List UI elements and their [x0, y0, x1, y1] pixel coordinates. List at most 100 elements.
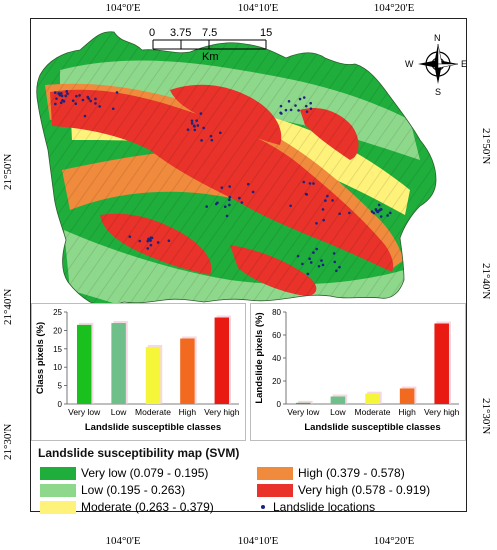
landslide-point — [190, 119, 194, 123]
legend-item-very-high: Very high (0.578 - 0.919) — [257, 483, 430, 497]
landslide-pixels-chart: 0 20 40 60 80 Very low Low Moderate High Very hig… — [254, 308, 460, 433]
landslide-point — [302, 180, 306, 184]
landslide-point — [53, 91, 57, 94]
landslide-point — [348, 211, 351, 215]
landslide-point — [138, 239, 142, 243]
landslide-point — [279, 104, 283, 108]
landslide-point — [240, 201, 244, 204]
bar-very-high — [214, 317, 230, 404]
landslide-point — [200, 139, 203, 142]
landslide-point — [94, 97, 97, 101]
legend-label-very-high: Very high (0.578 - 0.919) — [298, 483, 431, 497]
x-tick-label: Moderate — [135, 407, 171, 417]
y-axis-title: Landslide pixels (%) — [254, 312, 265, 403]
landslide-point — [333, 260, 337, 264]
y-tick-label: 15 — [53, 345, 62, 354]
y-tick-label: 20 — [272, 377, 281, 386]
landslide-point — [58, 93, 62, 97]
landslide-point — [294, 104, 297, 107]
class-pixels-chart-panel: 0 5 10 15 20 25 Very low Low Moderate High Very hi… — [31, 303, 246, 441]
y-tick-label: 80 — [272, 308, 281, 317]
landslide-point — [376, 210, 380, 214]
landslide-point — [287, 99, 291, 103]
y-tick-label: 5 — [58, 382, 63, 391]
landslide-point — [338, 212, 341, 216]
y-tick-label: 40 — [272, 354, 281, 363]
landslide-point — [289, 204, 292, 208]
landslide-point — [284, 108, 288, 112]
landslide-point — [322, 218, 325, 222]
landslide-point — [94, 102, 97, 105]
landslide-point — [312, 182, 315, 185]
landslide-point — [55, 97, 58, 100]
landslide-point — [220, 186, 224, 189]
landslide-point — [315, 247, 319, 251]
legend-label-high: High (0.379 - 0.578) — [298, 466, 405, 480]
legend-label-moderate: Moderate (0.263 - 0.379) — [81, 500, 214, 514]
landslide-point — [296, 254, 300, 258]
landslide-point — [219, 131, 222, 135]
landslide-point — [193, 128, 197, 132]
legend-swatch-moderate — [40, 500, 76, 514]
landslide-point — [321, 208, 325, 211]
landslide-point — [195, 119, 198, 122]
compass-e: E — [461, 59, 468, 69]
bar-high — [399, 388, 415, 404]
landslide-point — [377, 203, 381, 207]
landslide-point — [202, 126, 205, 130]
landslide-point — [315, 222, 318, 225]
landslide-point — [149, 236, 153, 239]
landslide-point — [301, 262, 304, 266]
landslide-point — [324, 199, 327, 202]
landslide-point — [279, 111, 282, 115]
legend-item-high: High (0.379 - 0.578) — [257, 466, 405, 480]
region-boundary — [36, 31, 437, 306]
legend-swatch-very-low — [40, 466, 76, 480]
x-tick-label: High — [398, 407, 416, 417]
landslide-pixels-chart-panel: 0 20 40 60 80 Very low Low Moderate High Very hig… — [250, 303, 466, 441]
landslide-point — [64, 94, 67, 98]
class-pixels-chart: 0 5 10 15 20 25 Very low Low Moderate High Very hi… — [35, 308, 240, 433]
north-arrow-icon — [418, 43, 459, 84]
landslide-point — [71, 99, 75, 103]
landslide-point — [205, 205, 208, 208]
landslide-point — [156, 241, 160, 244]
landslide-point — [167, 239, 171, 243]
x-tick-label: Very high — [204, 407, 240, 417]
compass-n: N — [434, 33, 441, 43]
landslide-point — [335, 269, 338, 273]
landslide-point — [54, 102, 57, 106]
landslide-point — [309, 101, 312, 105]
legend-swatch-low — [40, 483, 76, 497]
x-tick-label: Very high — [424, 407, 460, 417]
landslide-point — [111, 107, 115, 111]
legend-label-low: Low (0.195 - 0.263) — [81, 483, 186, 497]
bar-low — [330, 396, 346, 404]
landslide-point — [379, 215, 383, 218]
landslide-point — [59, 92, 63, 95]
landslide-point — [228, 198, 231, 202]
landslide-point — [228, 203, 231, 207]
landslide-point — [305, 110, 309, 113]
bar-low — [111, 323, 126, 404]
landslide-point — [308, 182, 312, 185]
scale-bar — [152, 39, 267, 50]
landslide-point — [190, 122, 194, 125]
lon-label-top-2: 104°10'E — [237, 2, 279, 14]
bar-shadow — [298, 400, 313, 404]
x-tick-label: Low — [330, 407, 346, 417]
landslide-point — [128, 235, 132, 238]
landslide-point — [378, 208, 382, 212]
x-tick-label: Low — [111, 407, 127, 417]
landslide-point — [374, 208, 378, 211]
landslide-point — [320, 259, 323, 262]
legend-title: Landslide susceptibility map (SVM) — [38, 446, 240, 460]
legend-item-low: Low (0.195 - 0.263) — [40, 483, 185, 497]
bar-very-low — [76, 324, 92, 404]
landslide-point — [246, 182, 250, 186]
lon-label-top-1: 104°0'E — [105, 2, 141, 14]
lon-label-bottom-1: 104°0'E — [105, 535, 141, 547]
landslide-point — [199, 112, 203, 115]
landslide-point — [306, 272, 310, 276]
landslide-point — [309, 261, 313, 264]
